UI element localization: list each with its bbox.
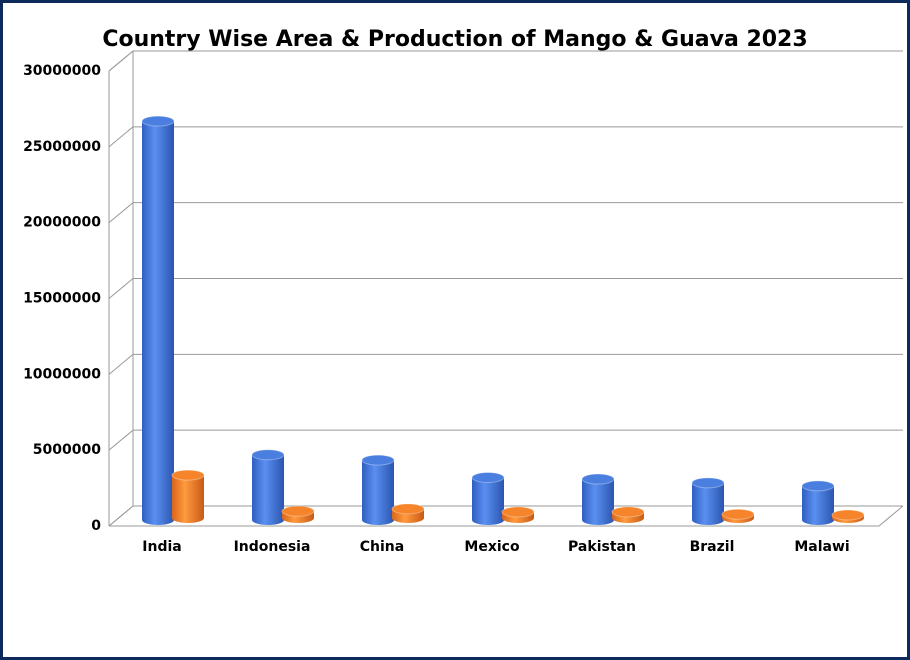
y-tick-label: 30000000 xyxy=(23,63,101,79)
grid-line xyxy=(108,278,903,299)
grid-line xyxy=(108,202,903,224)
x-tick-label: India xyxy=(142,539,181,555)
x-tick-label: Pakistan xyxy=(568,539,636,555)
grid-line xyxy=(108,50,903,72)
y-tick-label: 5000000 xyxy=(33,442,101,458)
cylinder-top xyxy=(171,469,205,481)
chart-title: Country Wise Area & Production of Mango … xyxy=(102,27,807,52)
cylinder xyxy=(252,454,284,525)
cylinder-top xyxy=(721,508,755,520)
y-tick-label: 20000000 xyxy=(23,215,101,231)
x-tick-label: Malawi xyxy=(794,539,849,555)
cylinder-top xyxy=(471,472,505,484)
x-tick-label: China xyxy=(360,539,404,555)
x-tick-label: Brazil xyxy=(690,539,735,555)
y-tick-label: 25000000 xyxy=(23,139,101,155)
cylinder-top xyxy=(831,509,865,521)
grid-line xyxy=(108,126,903,148)
cylinder xyxy=(362,460,394,525)
chart: Country Wise Area & Production of Mango … xyxy=(23,27,904,555)
grid-line xyxy=(108,353,903,375)
cylinder-top xyxy=(501,506,535,518)
cylinder-top xyxy=(361,454,395,466)
cylinder-top xyxy=(391,503,425,515)
cylinder xyxy=(472,477,504,525)
cylinder xyxy=(802,485,834,525)
grid-line xyxy=(108,429,903,451)
x-tick-label: Mexico xyxy=(464,539,520,555)
grid-line xyxy=(108,505,903,527)
y-tick-label: 10000000 xyxy=(23,366,101,382)
cylinder-top xyxy=(141,115,175,127)
cylinder-top xyxy=(281,505,315,517)
cylinder-top xyxy=(251,449,285,461)
cylinder-top xyxy=(581,473,615,485)
cylinder xyxy=(172,475,204,523)
y-tick-label: 0 xyxy=(91,518,101,534)
cylinder-top xyxy=(691,477,725,489)
cylinder xyxy=(692,482,724,525)
x-tick-label: Indonesia xyxy=(234,539,311,555)
cylinder xyxy=(582,479,614,525)
cylinder xyxy=(142,121,174,525)
y-tick-label: 15000000 xyxy=(23,291,101,307)
cylinder-top xyxy=(611,506,645,518)
cylinder-top xyxy=(801,480,835,492)
